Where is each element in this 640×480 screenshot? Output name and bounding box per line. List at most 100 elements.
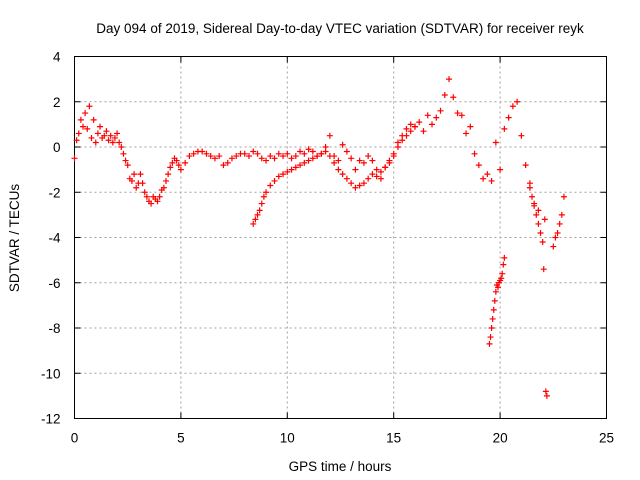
data-point [537, 229, 544, 236]
data-point [339, 171, 346, 178]
data-point [297, 148, 304, 155]
data-point [143, 193, 150, 200]
x-tick-label: 25 [599, 431, 614, 446]
data-point [416, 119, 423, 126]
data-point [500, 261, 507, 268]
data-point [514, 98, 521, 105]
data-point [437, 107, 444, 114]
data-point [486, 340, 493, 347]
data-point [352, 184, 359, 191]
data-point [254, 211, 261, 218]
data-point [271, 155, 278, 162]
data-point [403, 125, 410, 132]
data-point [271, 177, 278, 184]
data-point [86, 103, 93, 110]
data-point [498, 275, 505, 282]
data-point [494, 284, 501, 291]
data-point [424, 112, 431, 119]
data-point [182, 159, 189, 166]
data-point [280, 153, 287, 160]
data-point [220, 162, 227, 169]
data-point [487, 334, 494, 341]
data-point [292, 153, 299, 160]
data-point [254, 150, 261, 157]
data-point [292, 164, 299, 171]
data-point [450, 94, 457, 101]
data-point [160, 184, 167, 191]
series-late-segment [526, 180, 567, 399]
data-point [109, 139, 116, 146]
data-point [163, 177, 170, 184]
data-point [386, 159, 393, 166]
x-tick-label: 20 [493, 431, 508, 446]
data-point [492, 288, 499, 295]
y-tick-label: -2 [48, 185, 60, 200]
data-point [224, 159, 231, 166]
y-axis-label: SDTVAR / TECUs [7, 184, 22, 293]
data-point [360, 159, 367, 166]
data-point [365, 175, 372, 182]
plot-frame [74, 56, 607, 419]
data-point [207, 153, 214, 160]
data-point [177, 166, 184, 173]
data-point [550, 243, 557, 250]
y-tick-label: 0 [53, 140, 61, 155]
data-point [489, 315, 496, 322]
chart-title: Day 094 of 2019, Sidereal Day-to-day VTE… [96, 21, 584, 36]
data-point [124, 162, 131, 169]
x-axis-label: GPS time / hours [289, 459, 392, 474]
data-point [420, 128, 427, 135]
data-point [365, 153, 372, 160]
data-point [139, 180, 146, 187]
data-point [75, 130, 82, 137]
data-point [256, 207, 263, 214]
data-point [114, 130, 121, 137]
data-point [169, 159, 176, 166]
data-point [501, 254, 508, 261]
data-point [156, 193, 163, 200]
data-point [558, 211, 565, 218]
data-point [535, 220, 542, 227]
data-point [280, 171, 287, 178]
data-point [267, 182, 274, 189]
data-point [535, 207, 542, 214]
data-point [260, 193, 267, 200]
series-rising-branch [250, 123, 418, 227]
data-point [92, 139, 99, 146]
data-point [326, 132, 333, 139]
data-point [352, 166, 359, 173]
data-point [526, 180, 533, 187]
data-point [509, 103, 516, 110]
data-point [305, 146, 312, 153]
data-point [556, 220, 563, 227]
data-point [377, 168, 384, 175]
data-point [335, 157, 342, 164]
x-tick-label: 0 [71, 431, 79, 446]
data-point [458, 112, 465, 119]
data-point [288, 155, 295, 162]
data-point [531, 202, 538, 209]
data-point [505, 114, 512, 121]
y-tick-label: -10 [41, 366, 61, 381]
data-point [529, 193, 536, 200]
data-point [491, 297, 498, 304]
x-tick-label: 15 [386, 431, 401, 446]
data-point [186, 153, 193, 160]
data-point [120, 150, 127, 157]
data-point [369, 171, 376, 178]
grid-lines [74, 56, 607, 419]
data-point [88, 134, 95, 141]
data-point [211, 155, 218, 162]
data-point [233, 153, 240, 160]
data-point [82, 110, 89, 117]
data-point [454, 110, 461, 117]
data-point [411, 123, 418, 130]
data-point [326, 153, 333, 160]
data-point [154, 198, 161, 205]
data-point [288, 166, 295, 173]
data-point [284, 150, 291, 157]
data-point [199, 148, 206, 155]
data-point [541, 216, 548, 223]
data-point [250, 220, 257, 227]
data-point [356, 157, 363, 164]
